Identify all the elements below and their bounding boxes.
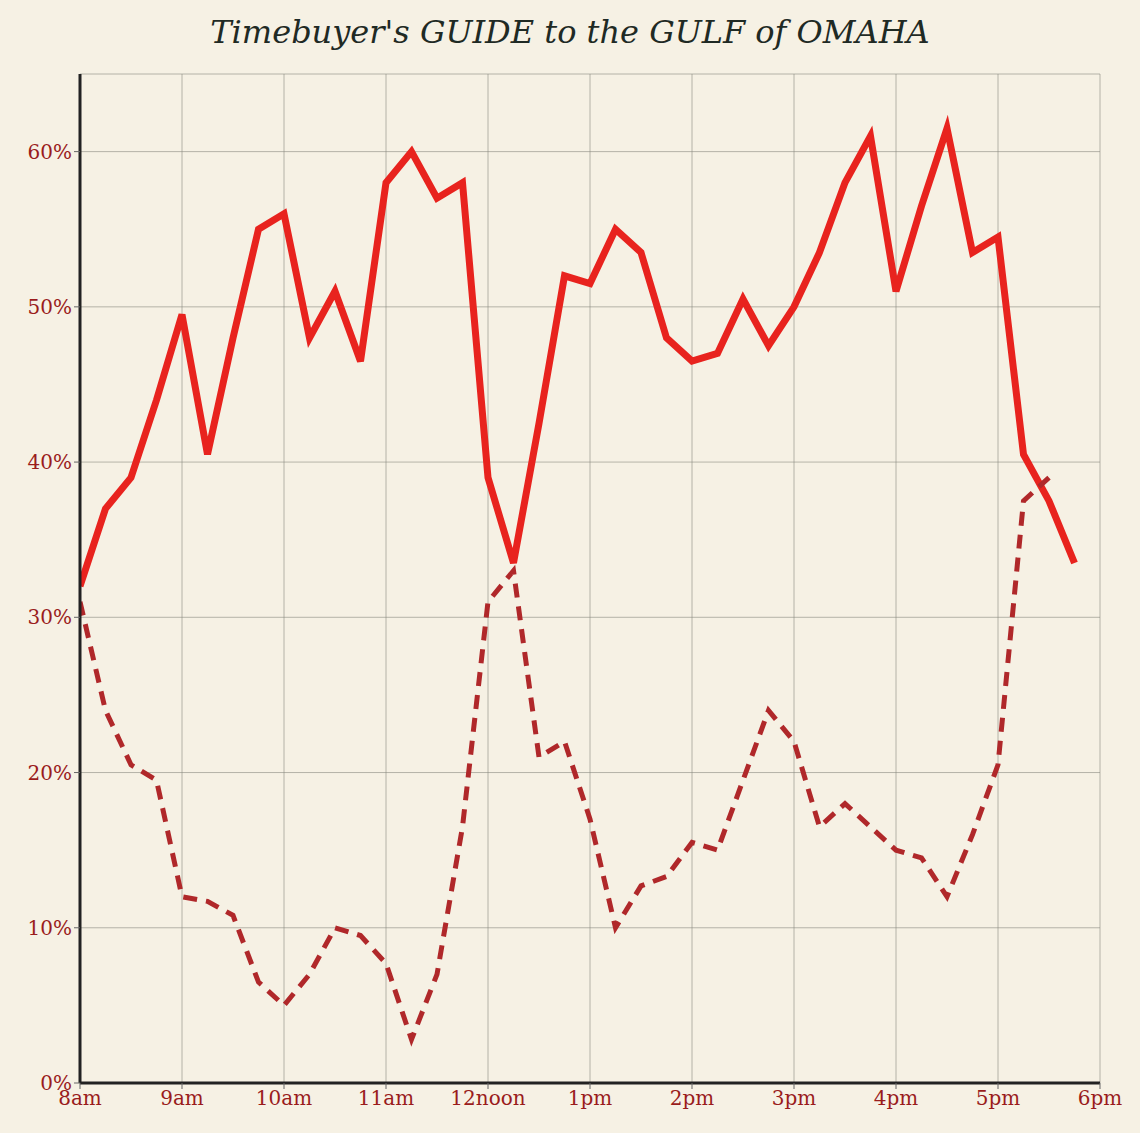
svg-text:5pm: 5pm xyxy=(976,1086,1021,1110)
svg-text:12noon: 12noon xyxy=(450,1086,525,1110)
svg-text:50%: 50% xyxy=(28,295,72,319)
html-text:Timebuyer's GUIDE to the GULF: Timebuyer's GUIDE to the GULF of OMAHA xyxy=(210,13,930,51)
svg-text:2pm: 2pm xyxy=(670,1086,715,1110)
svg-text:6pm: 6pm xyxy=(1078,1086,1123,1110)
svg-text:10%: 10% xyxy=(28,916,72,940)
svg-text:0%: 0% xyxy=(40,1071,72,1095)
svg-text:60%: 60% xyxy=(28,140,72,164)
svg-text:3pm: 3pm xyxy=(772,1086,817,1110)
svg-text:4pm: 4pm xyxy=(874,1086,919,1110)
svg-text:10am: 10am xyxy=(256,1086,312,1110)
svg-text:11am: 11am xyxy=(358,1086,414,1110)
svg-text:8am: 8am xyxy=(58,1086,102,1111)
svg-text:20%: 20% xyxy=(28,761,72,785)
svg-text:1pm: 1pm xyxy=(568,1086,613,1110)
svg-text:9am: 9am xyxy=(160,1086,204,1110)
svg-text:40%: 40% xyxy=(28,450,72,474)
svg-text:30%: 30% xyxy=(28,605,72,629)
